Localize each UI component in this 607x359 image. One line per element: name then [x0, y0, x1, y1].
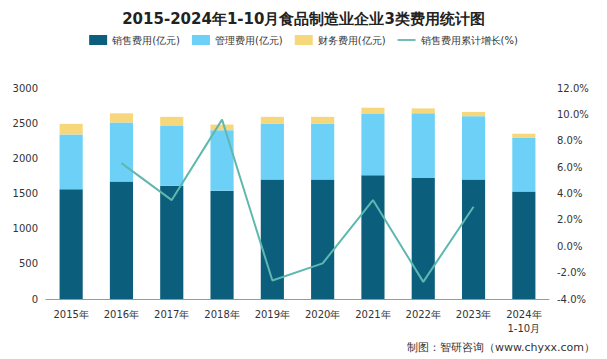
svg-text:500: 500: [19, 258, 38, 269]
svg-text:管理费用(亿元): 管理费用(亿元): [215, 35, 283, 46]
svg-text:2024年: 2024年: [506, 309, 541, 320]
svg-text:2023年: 2023年: [456, 309, 491, 320]
svg-text:2500: 2500: [13, 118, 38, 129]
svg-text:12.0%: 12.0%: [557, 83, 589, 94]
svg-text:2018年: 2018年: [204, 309, 239, 320]
svg-text:0.0%: 0.0%: [557, 241, 582, 252]
svg-text:销售费用(亿元): 销售费用(亿元): [111, 35, 180, 46]
svg-text:财务费用(亿元): 财务费用(亿元): [318, 35, 386, 46]
svg-text:6.0%: 6.0%: [557, 162, 582, 173]
svg-text:制图：智研咨询（www.chyxx.com）: 制图：智研咨询（www.chyxx.com）: [407, 341, 595, 354]
svg-text:1000: 1000: [13, 223, 38, 234]
svg-text:2017年: 2017年: [154, 309, 189, 320]
svg-text:8.0%: 8.0%: [557, 135, 582, 146]
svg-text:2015-2024年1-10月食品制造业企业3类费用统计图: 2015-2024年1-10月食品制造业企业3类费用统计图: [122, 10, 485, 28]
svg-text:2021年: 2021年: [355, 309, 390, 320]
svg-text:4.0%: 4.0%: [557, 188, 582, 199]
svg-text:2022年: 2022年: [406, 309, 441, 320]
svg-text:10.0%: 10.0%: [557, 109, 589, 120]
svg-text:2020年: 2020年: [305, 309, 340, 320]
svg-text:-4.0%: -4.0%: [557, 294, 586, 305]
svg-text:2000: 2000: [13, 153, 38, 164]
svg-text:2015年: 2015年: [53, 309, 88, 320]
svg-text:-2.0%: -2.0%: [557, 267, 586, 278]
svg-text:1500: 1500: [13, 188, 38, 199]
svg-text:2.0%: 2.0%: [557, 214, 582, 225]
svg-text:1-10月: 1-10月: [507, 323, 540, 334]
svg-text:2019年: 2019年: [255, 309, 290, 320]
svg-text:3000: 3000: [13, 83, 38, 94]
svg-text:2016年: 2016年: [104, 309, 139, 320]
svg-text:销售费用累计增长(%): 销售费用累计增长(%): [420, 35, 518, 46]
svg-text:0: 0: [32, 294, 38, 305]
